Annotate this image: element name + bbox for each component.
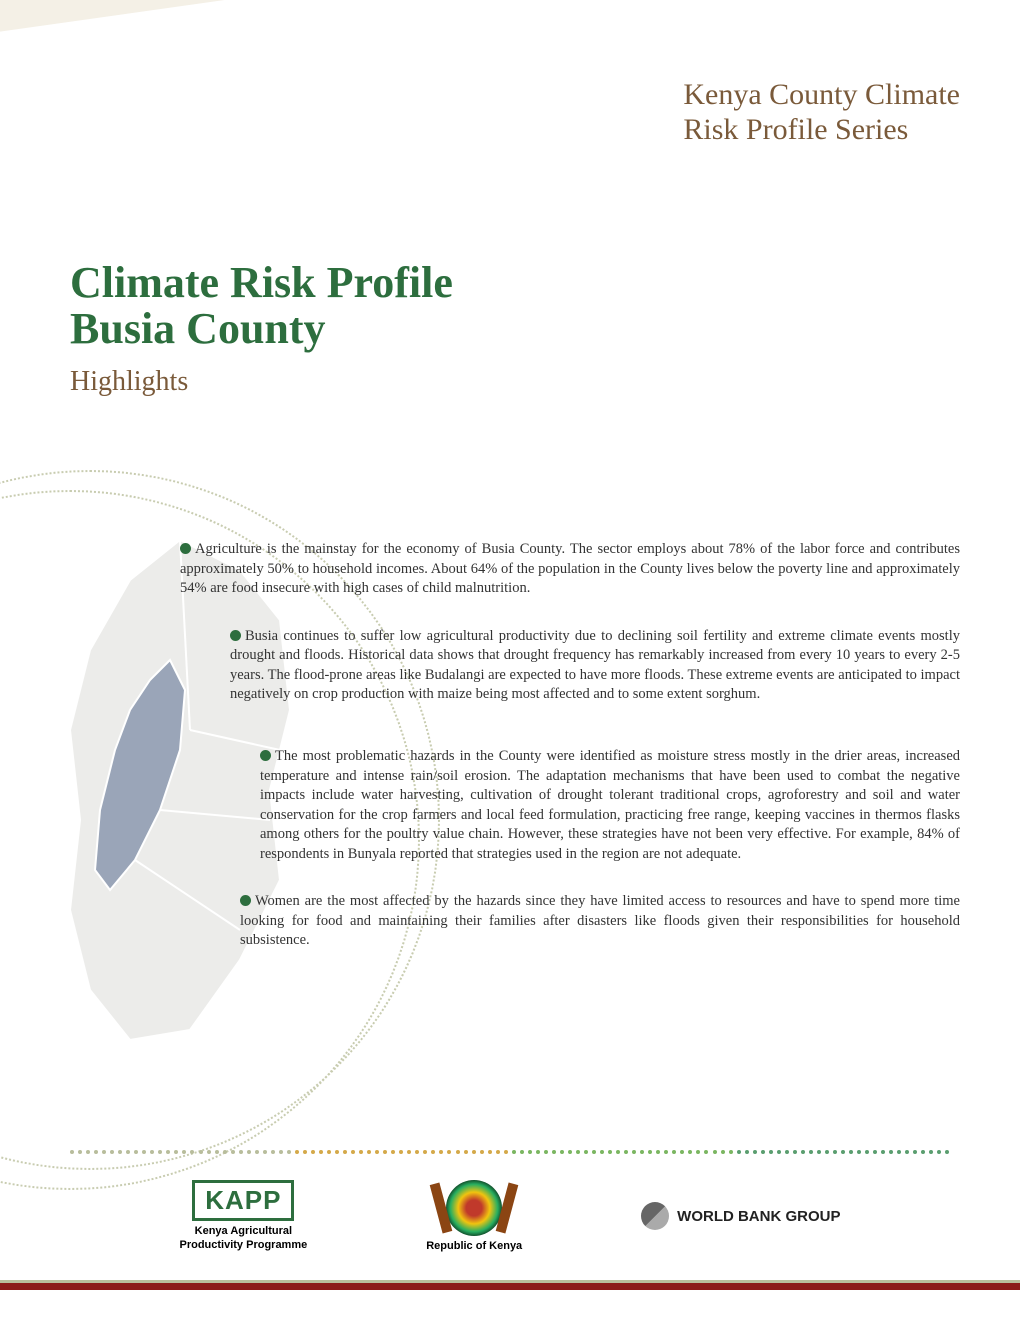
globe-icon xyxy=(641,1202,669,1230)
coat-of-arms-icon xyxy=(446,1180,502,1236)
bullet-icon xyxy=(180,543,191,554)
footer: KAPP Kenya Agricultural Productivity Pro… xyxy=(0,1150,1020,1290)
highlights-list: Agriculture is the mainstay for the econ… xyxy=(170,540,960,979)
doc-title: Climate Risk Profile Busia County xyxy=(70,260,453,352)
footer-bar xyxy=(0,1280,1020,1290)
highlight-item: Women are the most affected by the hazar… xyxy=(170,892,960,951)
footer-logos: KAPP Kenya Agricultural Productivity Pro… xyxy=(0,1180,1020,1252)
footer-dots xyxy=(70,1150,950,1156)
logo-kapp: KAPP Kenya Agricultural Productivity Pro… xyxy=(179,1180,307,1251)
highlight-item: Agriculture is the mainstay for the econ… xyxy=(170,540,960,599)
rok-label: Republic of Kenya xyxy=(426,1240,522,1252)
series-title: Kenya County Climate Risk Profile Series xyxy=(683,78,960,147)
main-title-block: Climate Risk Profile Busia County Highli… xyxy=(70,260,453,398)
series-line1: Kenya County Climate xyxy=(683,78,960,113)
wbg-label: WORLD BANK GROUP xyxy=(677,1208,840,1225)
kapp-sub: Kenya Agricultural Productivity Programm… xyxy=(179,1225,307,1251)
bullet-icon xyxy=(230,630,241,641)
highlight-item: Busia continues to suffer low agricultur… xyxy=(170,627,960,705)
doc-subtitle: Highlights xyxy=(70,366,453,398)
series-line2: Risk Profile Series xyxy=(683,113,960,148)
logo-republic-of-kenya: Republic of Kenya xyxy=(426,1180,522,1252)
logo-world-bank: WORLD BANK GROUP xyxy=(641,1202,840,1230)
kapp-box: KAPP xyxy=(192,1180,294,1221)
highlight-item: The most problematic hazards in the Coun… xyxy=(170,747,960,864)
bullet-icon xyxy=(260,750,271,761)
bullet-icon xyxy=(240,895,251,906)
